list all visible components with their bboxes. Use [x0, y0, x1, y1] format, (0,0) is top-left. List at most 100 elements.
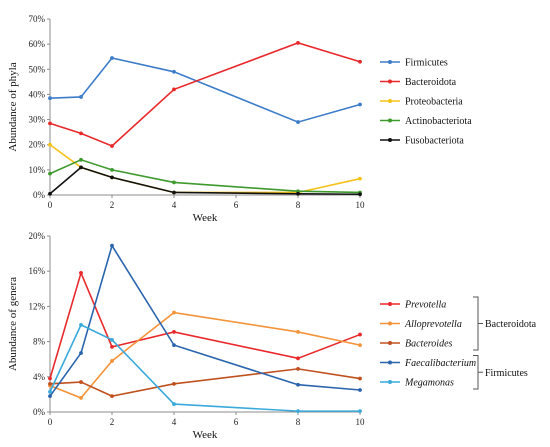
legend-swatch-marker: [388, 360, 392, 365]
data-point: [110, 344, 114, 349]
data-point: [79, 157, 83, 162]
legend-item: Alloprevotella: [380, 319, 462, 330]
legend-swatch-marker: [388, 341, 392, 345]
series-megamonas: [48, 322, 362, 414]
legend-item: Prevotella: [380, 300, 446, 311]
series-fusobacteriota: [48, 165, 362, 197]
data-point: [172, 87, 176, 92]
data-point: [296, 40, 300, 45]
data-point: [79, 351, 83, 355]
y-tick-label: 20%: [29, 140, 46, 150]
group-label: Bacteroidota: [485, 319, 537, 330]
y-tick-label: 16%: [29, 266, 46, 276]
data-point: [110, 175, 114, 180]
data-point: [48, 121, 52, 126]
data-point: [48, 376, 52, 381]
y-tick-label: 12%: [29, 301, 46, 311]
x-tick-label: 4: [172, 200, 177, 210]
legend-label: Alloprevotella: [404, 319, 462, 330]
data-point: [358, 102, 362, 107]
data-point: [110, 359, 114, 363]
data-point: [358, 409, 362, 414]
legend-swatch-marker: [388, 302, 392, 306]
data-point: [48, 381, 52, 386]
x-axis-title: Week: [193, 212, 218, 224]
legend-swatch-marker: [388, 118, 392, 123]
data-point: [358, 59, 362, 64]
data-point: [172, 402, 176, 406]
data-point: [110, 56, 114, 60]
series-line: [49, 368, 361, 397]
legend-item: Actinobacteriota: [380, 116, 472, 127]
y-tick-label: 8%: [33, 337, 46, 347]
data-point: [172, 330, 176, 334]
data-point: [48, 142, 52, 147]
y-tick-label: 0%: [33, 407, 46, 417]
legend-swatch-marker: [388, 99, 392, 103]
data-point: [79, 322, 83, 327]
data-point: [110, 394, 114, 399]
x-axis-title: Week: [193, 429, 218, 441]
legend-label: Fusobacteriota: [405, 136, 464, 147]
data-point: [48, 96, 52, 101]
data-point: [172, 69, 176, 74]
group-label: Firmicutes: [485, 368, 528, 379]
data-point: [48, 394, 52, 399]
y-tick-label: 30%: [29, 115, 46, 125]
legend-label: Bacteroidota: [405, 77, 457, 88]
data-point: [296, 356, 300, 361]
data-point: [110, 337, 114, 342]
x-tick-label: 2: [110, 417, 115, 427]
data-point: [172, 180, 176, 185]
y-tick-label: 4%: [33, 372, 46, 382]
series-proteobacteria: [48, 142, 362, 195]
data-point: [79, 380, 83, 384]
data-point: [296, 330, 300, 334]
legend-label: Firmicutes: [405, 58, 448, 69]
series-firmicutes: [48, 56, 362, 124]
data-point: [358, 332, 362, 337]
data-point: [172, 190, 176, 195]
series-line: [49, 243, 361, 397]
legend-label: Proteobacteria: [405, 97, 463, 108]
y-tick-label: 0%: [33, 190, 46, 200]
data-point: [296, 191, 300, 196]
data-point: [172, 310, 176, 315]
series-line: [49, 57, 361, 123]
data-point: [110, 243, 114, 248]
data-point: [296, 120, 300, 124]
legend-swatch-marker: [388, 79, 392, 84]
x-tick-label: 4: [172, 417, 177, 427]
data-point: [110, 167, 114, 172]
x-tick-label: 8: [296, 200, 301, 210]
series-line: [49, 166, 361, 196]
y-tick-label: 20%: [29, 231, 46, 241]
y-tick-label: 60%: [29, 39, 46, 49]
data-point: [358, 176, 362, 181]
x-tick-label: 6: [234, 417, 239, 427]
data-point: [48, 389, 52, 394]
legend-swatch-marker: [388, 138, 392, 142]
legend-label: Prevotella: [404, 300, 446, 311]
series-line: [49, 311, 361, 399]
legend-label: Faecalibacterium: [404, 358, 476, 369]
y-axis-title: Abundance of phyla: [7, 62, 19, 151]
x-tick-label: 0: [48, 417, 53, 427]
data-point: [79, 95, 83, 99]
legend-item: Proteobacteria: [380, 97, 463, 108]
data-point: [79, 165, 83, 170]
data-point: [296, 366, 300, 371]
data-point: [79, 271, 83, 275]
data-point: [172, 343, 176, 348]
legend-swatch-marker: [388, 321, 392, 326]
legend-label: Actinobacteriota: [405, 116, 472, 127]
legend-item: Faecalibacterium: [380, 358, 476, 369]
group-bracket: [473, 296, 483, 351]
x-tick-label: 10: [356, 417, 366, 427]
legend-swatch-marker: [388, 380, 392, 384]
y-tick-label: 40%: [29, 89, 46, 99]
x-tick-label: 8: [296, 417, 301, 427]
legend-item: Bacteroidota: [380, 77, 457, 88]
data-point: [48, 171, 52, 176]
series-line: [49, 270, 361, 379]
